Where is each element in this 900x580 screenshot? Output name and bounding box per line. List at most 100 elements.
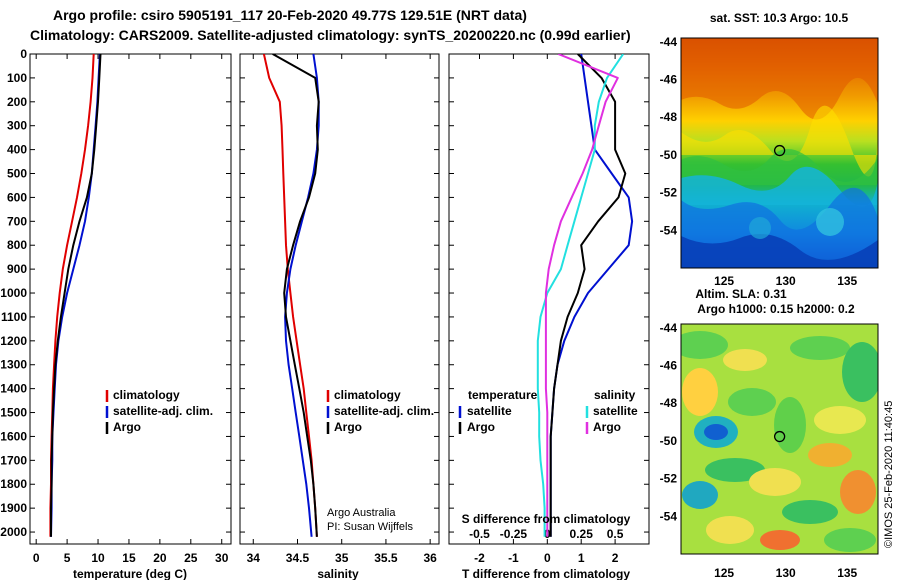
x-tick-label: 35.5 (374, 551, 398, 565)
x-tick-label: 10 (91, 551, 105, 565)
series-argo (272, 54, 320, 537)
depth-tick-label: 900 (7, 262, 27, 276)
x-tick-label: -2 (474, 551, 485, 565)
depth-tick-label: 1600 (0, 429, 27, 443)
credit-line1: Argo Australia (327, 507, 396, 519)
sst-map-frame (680, 37, 879, 269)
series-temperature-argo (549, 54, 627, 537)
map-lat-label: -44 (660, 35, 678, 49)
x-tick-label: 0 (544, 551, 551, 565)
map-lon-label: 130 (776, 566, 796, 580)
map-lon-label: 135 (837, 274, 857, 288)
figure-title-line1: Argo profile: csiro 5905191_117 20-Feb-2… (53, 7, 527, 23)
depth-tick-label: 700 (7, 214, 27, 228)
temperature-legend: climatology satellite-adj. clim. Argo (105, 388, 213, 434)
t-difference-axis-label: T difference from climatology (462, 567, 630, 580)
depth-tick-label: 1400 (0, 382, 27, 396)
imos-timestamp: ©IMOS 25-Feb-2020 11:40:45 (883, 401, 895, 548)
x-tick-label: 20 (153, 551, 167, 565)
x-tick-label: -1 (508, 551, 519, 565)
depth-tick-label: 1300 (0, 358, 27, 372)
depth-tick-label: 1800 (0, 477, 27, 491)
map-lat-label: -48 (660, 396, 678, 410)
depth-tick-label: 1200 (0, 334, 27, 348)
depth-tick-label: 1000 (0, 286, 27, 300)
depth-tick-label: 1700 (0, 453, 27, 467)
x-tick-label: 0 (33, 551, 40, 565)
sst-map-field (681, 38, 878, 268)
s-difference-axis-label: S difference from climatology (462, 512, 631, 526)
series-salinity-argo (544, 54, 619, 537)
depth-tick-label: 400 (7, 143, 27, 157)
legend-label-argo: Argo (113, 420, 141, 434)
sst-map-argo-marker (773, 144, 786, 157)
temperature-axis-label: temperature (deg C) (73, 567, 187, 580)
difference-legend: temperature salinity satellite Argo sate… (458, 388, 638, 434)
map-lat-label: -46 (660, 72, 678, 86)
sla-map-field (681, 324, 878, 554)
map-lat-label: -50 (660, 148, 678, 162)
x-tick-label: 25 (184, 551, 198, 565)
x-tick-label: 30 (215, 551, 229, 565)
legend-label-t-argo: Argo (467, 420, 495, 434)
s-diff-tick-label: 0.25 (570, 527, 594, 541)
map-lat-label: -50 (660, 434, 678, 448)
x-tick-label: 5 (64, 551, 71, 565)
sst-map-title: sat. SST: 10.3 Argo: 10.5 (710, 11, 849, 25)
map-lat-label: -52 (660, 186, 678, 200)
temperature-series (49, 54, 102, 537)
legend-label-satellite: satellite-adj. clim. (113, 404, 213, 418)
figure-title-line2: Climatology: CARS2009. Satellite-adjuste… (30, 27, 631, 43)
legend-header-temperature: temperature (468, 388, 538, 402)
sla-map-title: Altim. SLA: 0.31 (695, 287, 787, 301)
map-lat-label: -44 (660, 321, 678, 335)
legend-label-t-satellite: satellite (467, 404, 512, 418)
series-climatology (262, 54, 318, 537)
depth-tick-label: 500 (7, 167, 27, 181)
x-tick-label: 2 (612, 551, 619, 565)
legend-label-climatology: climatology (113, 388, 180, 402)
depth-tick-label: 800 (7, 238, 27, 252)
x-tick-label: 34.5 (286, 551, 310, 565)
depth-tick-label: 100 (7, 71, 27, 85)
x-tick-label: 35 (335, 551, 349, 565)
map-lon-label: 130 (776, 274, 796, 288)
depth-tick-label: 0 (20, 47, 27, 61)
difference-panel (448, 53, 650, 545)
depth-tick-label: 2000 (0, 525, 27, 539)
series-salinity-satellite (536, 54, 625, 537)
series-argo (50, 54, 102, 537)
legend-label-climatology: climatology (334, 388, 401, 402)
legend-label-satellite: satellite-adj. clim. (334, 404, 434, 418)
salinity-series (262, 54, 320, 537)
depth-tick-label: 600 (7, 190, 27, 204)
salinity-legend: climatology satellite-adj. clim. Argo (326, 388, 434, 434)
s-diff-tick-label: -0.25 (500, 527, 528, 541)
legend-header-salinity: salinity (594, 388, 636, 402)
depth-tick-label: 1500 (0, 406, 27, 420)
legend-label-argo: Argo (334, 420, 362, 434)
salinity-axis-label: salinity (317, 567, 359, 580)
sla-map-argo-marker (773, 430, 786, 443)
map-lat-label: -52 (660, 472, 678, 486)
s-diff-tick-label: 0.5 (607, 527, 624, 541)
legend-label-s-satellite: satellite (593, 404, 638, 418)
map-lat-label: -54 (660, 223, 678, 237)
depth-tick-label: 300 (7, 119, 27, 133)
credit-line2: PI: Susan Wijffels (327, 521, 413, 533)
depth-tick-label: 1100 (1, 310, 27, 324)
depth-tick-label: 200 (7, 95, 27, 109)
series-climatology (49, 54, 95, 537)
map-lat-label: -54 (660, 509, 678, 523)
x-tick-label: 1 (578, 551, 585, 565)
salinity-panel (239, 53, 440, 545)
x-tick-label: 34 (247, 551, 261, 565)
map-lat-label: -48 (660, 110, 678, 124)
temperature-panel (29, 53, 232, 545)
map-lon-label: 125 (714, 566, 734, 580)
series-temperature-satellite (549, 54, 634, 537)
sla-map-subtitle: Argo h1000: 0.15 h2000: 0.2 (697, 302, 855, 316)
map-lon-label: 135 (837, 566, 857, 580)
difference-series (536, 54, 634, 537)
